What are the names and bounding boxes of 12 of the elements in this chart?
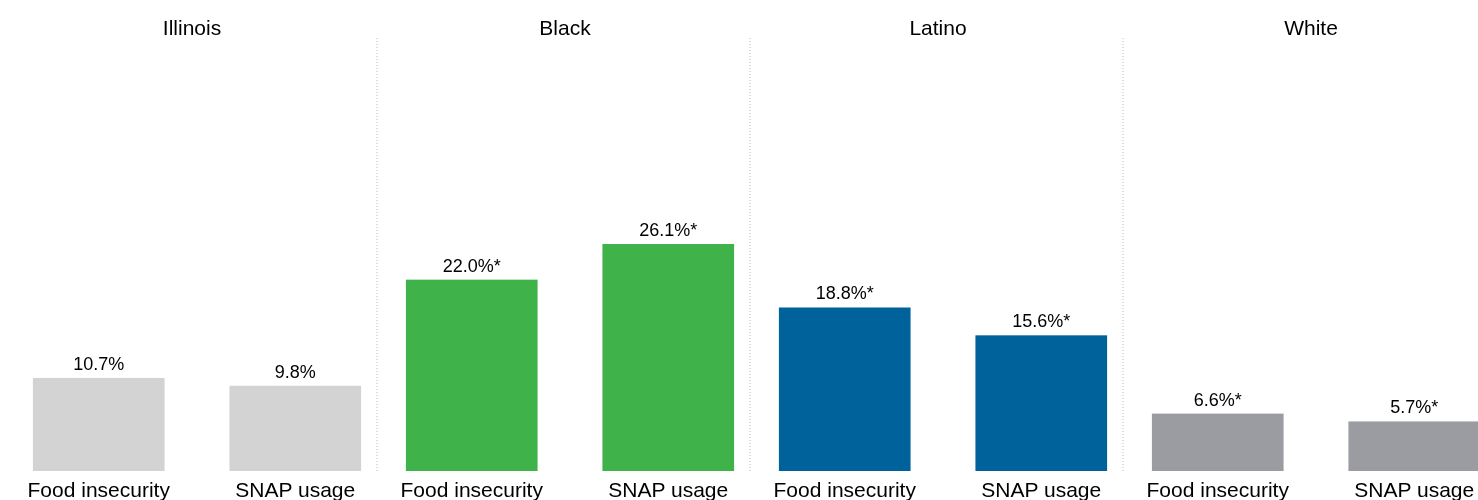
chart-title: Latino: [909, 16, 967, 39]
data-label: 5.7%*: [1390, 397, 1439, 418]
data-label: 15.6%*: [1012, 311, 1071, 332]
data-label: 6.6%*: [1193, 389, 1242, 410]
data-label: 9.8%: [274, 361, 316, 382]
data-label: 10.7%: [73, 353, 125, 374]
chart-title: White: [1284, 16, 1338, 39]
data-label: 22.0%*: [442, 255, 501, 276]
chart-title: Illinois: [162, 16, 222, 39]
chart-title: Black: [539, 16, 592, 39]
data-label: 18.8%*: [815, 283, 874, 304]
data-label: 26.1%*: [639, 220, 698, 240]
